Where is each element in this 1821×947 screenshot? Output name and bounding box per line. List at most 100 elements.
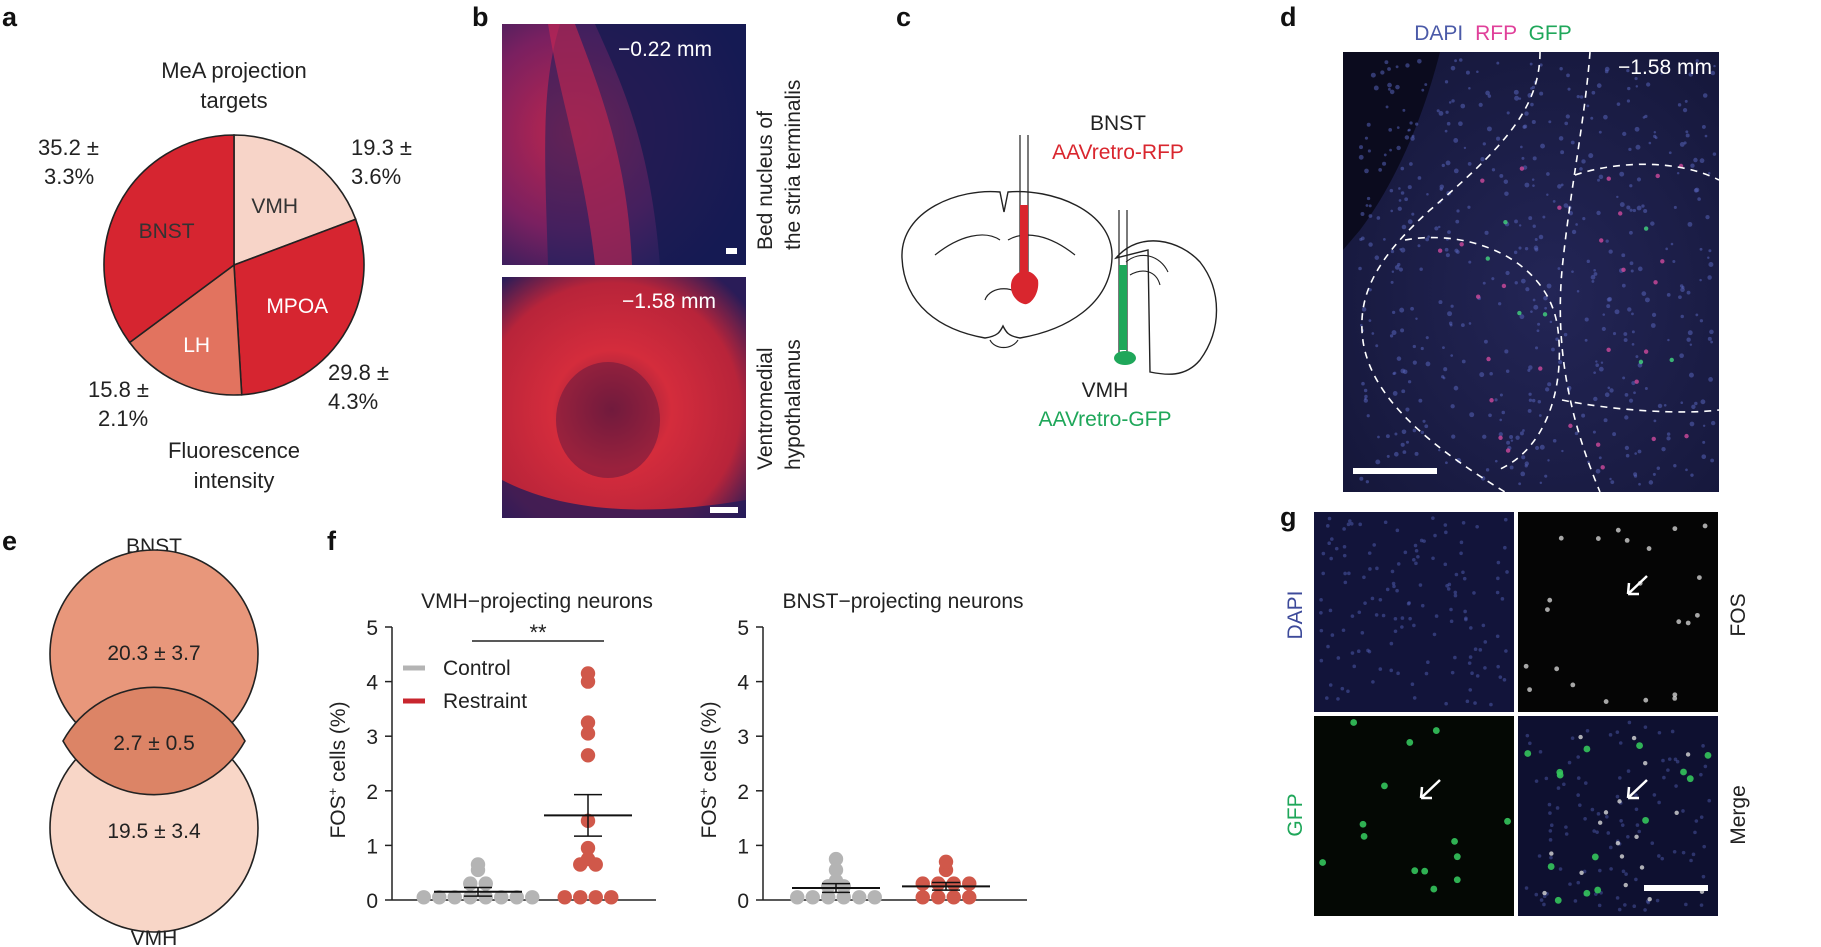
dapi-cell xyxy=(1592,430,1596,434)
merge-dapi-cell xyxy=(1667,757,1672,761)
bnst-region-label-line2: the stria terminalis xyxy=(782,80,805,250)
dapi-cell xyxy=(1603,114,1608,120)
gfp-cell xyxy=(1669,357,1674,363)
merge-dapi-cell xyxy=(1525,733,1530,738)
dapi-cell xyxy=(1673,205,1677,209)
merge-dapi-cell xyxy=(1573,899,1578,903)
dapi-cell xyxy=(1654,136,1658,140)
fos-cell xyxy=(1603,699,1609,704)
dapi-cell xyxy=(1420,603,1425,608)
dapi-cell xyxy=(1503,517,1508,522)
data-point-control xyxy=(447,890,462,905)
merge-dapi-cell xyxy=(1564,832,1569,836)
dapi-cell xyxy=(1367,149,1371,153)
rfp-cell xyxy=(1459,242,1464,247)
merge-dapi-cell xyxy=(1534,892,1539,897)
dapi-cell xyxy=(1483,666,1487,670)
dapi-cell xyxy=(1450,670,1455,675)
dapi-cell xyxy=(1384,60,1389,65)
panel-label-d: d xyxy=(1280,2,1297,32)
plot2-title: BNST−projecting neurons xyxy=(782,590,1023,613)
dapi-cell xyxy=(1419,267,1423,271)
dapi-cell xyxy=(1542,215,1546,219)
legend-control-label: Control xyxy=(443,657,511,680)
gfp-cell xyxy=(1421,867,1429,875)
dapi-cell xyxy=(1695,59,1699,63)
dapi-cell xyxy=(1399,307,1405,313)
data-point-control xyxy=(852,890,867,905)
dapi-cell xyxy=(1443,562,1448,567)
g-gfp-image xyxy=(1314,716,1514,916)
pie-value-lh-line2: 2.1% xyxy=(98,406,148,431)
dapi-cell xyxy=(1451,434,1456,439)
gfp-cell xyxy=(1406,739,1414,746)
rfp-cell xyxy=(1437,248,1443,253)
dapi-cell xyxy=(1363,398,1368,403)
rfp-cell xyxy=(1568,423,1573,429)
rfp-cell xyxy=(1621,267,1626,273)
dapi-cell xyxy=(1424,671,1429,676)
dapi-cell xyxy=(1389,641,1394,646)
dapi-cell xyxy=(1405,440,1409,444)
merge-dapi-cell xyxy=(1558,867,1563,871)
merge-dapi-cell xyxy=(1673,757,1678,762)
merge-dapi-cell xyxy=(1701,744,1705,748)
dapi-cell xyxy=(1438,448,1441,452)
merge-dapi-cell xyxy=(1615,794,1620,799)
dapi-cell xyxy=(1629,184,1633,188)
rfp-cell xyxy=(1489,398,1494,403)
dapi-cell xyxy=(1368,204,1372,208)
merge-fos-cell xyxy=(1643,761,1648,766)
dapi-cell xyxy=(1445,110,1449,114)
gfp-injection-track xyxy=(1119,265,1127,350)
data-point-restraint xyxy=(580,748,596,763)
plot2-ylabel-main: FOS xyxy=(698,795,721,838)
dapi-cell xyxy=(1347,571,1351,576)
dapi-cell xyxy=(1340,686,1345,691)
dapi-cell xyxy=(1400,166,1405,171)
dapi-cell xyxy=(1414,548,1419,553)
dapi-cell xyxy=(1391,581,1396,586)
merge-dapi-cell xyxy=(1694,819,1699,823)
data-point-control xyxy=(478,876,493,891)
panel-label-b: b xyxy=(472,2,489,32)
dapi-cell xyxy=(1402,450,1407,454)
dapi-cell xyxy=(1631,330,1635,334)
dapi-cell xyxy=(1643,208,1648,214)
dapi-cell xyxy=(1392,584,1396,589)
gfp-cell xyxy=(1453,876,1461,884)
dapi-cell xyxy=(1383,520,1388,525)
dapi-cell xyxy=(1531,119,1536,125)
gfp-cell xyxy=(1451,837,1458,845)
bnst-depth: −0.22 mm xyxy=(618,38,712,61)
merge-dapi-cell xyxy=(1632,904,1637,909)
dapi-cell xyxy=(1533,304,1539,310)
rfp-cell xyxy=(1480,178,1485,183)
dapi-cell xyxy=(1631,312,1634,316)
merge-dapi-cell xyxy=(1657,730,1662,735)
data-point-control xyxy=(828,873,844,889)
dapi-cell xyxy=(1708,249,1712,253)
data-point-restraint xyxy=(915,876,930,891)
dapi-cell xyxy=(1678,295,1682,300)
dapi-cell xyxy=(1695,313,1699,317)
dapi-cell xyxy=(1348,519,1352,523)
dapi-cell xyxy=(1644,297,1650,303)
merge-gfp-cell xyxy=(1680,768,1687,776)
dapi-cell xyxy=(1690,473,1694,477)
dapi-cell xyxy=(1377,435,1380,439)
dapi-cell xyxy=(1393,371,1397,375)
dapi-cell xyxy=(1635,144,1641,150)
pie-slice-label-vmh: VMH xyxy=(251,195,298,218)
dapi-cell xyxy=(1528,216,1533,221)
dapi-cell xyxy=(1469,412,1475,418)
g-fos-image xyxy=(1518,512,1718,712)
plot1-ylabel-sup: + xyxy=(325,788,340,796)
dapi-cell xyxy=(1364,136,1369,140)
merge-gfp-cell xyxy=(1686,775,1694,783)
dapi-cell xyxy=(1549,320,1553,324)
dapi-cell xyxy=(1689,421,1695,427)
fos-cell xyxy=(1554,666,1560,672)
dapi-cell xyxy=(1375,459,1381,465)
dapi-cell xyxy=(1343,580,1348,585)
